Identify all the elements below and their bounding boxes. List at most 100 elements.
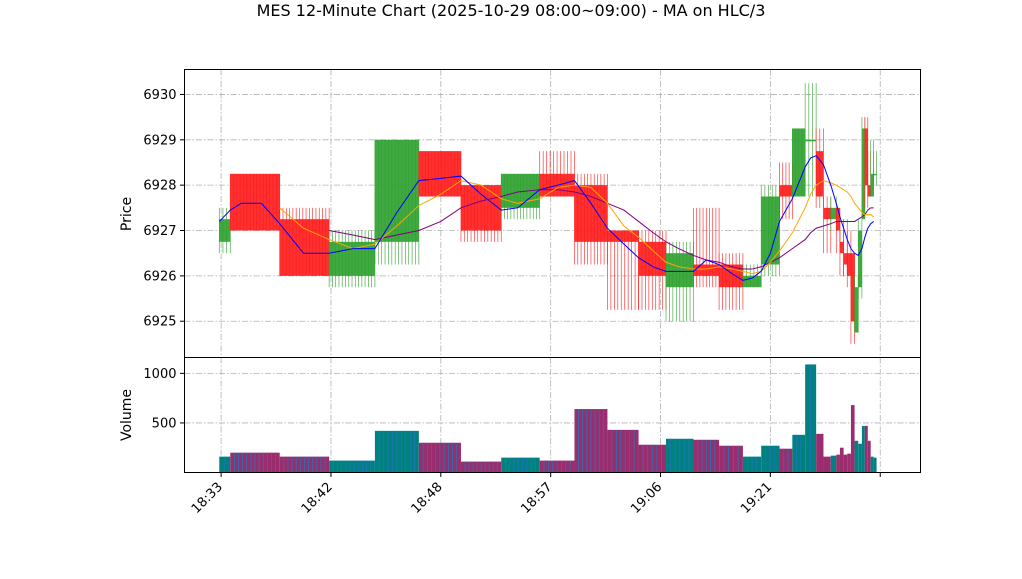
- candle-body: [279, 219, 330, 276]
- volume-bar-fill: [719, 445, 743, 473]
- volume-bar: [858, 443, 862, 473]
- candle-body: [864, 128, 868, 186]
- candle-body: [666, 253, 694, 288]
- volume-bar: [847, 453, 851, 473]
- candle-body: [847, 253, 851, 276]
- candle: [854, 275, 859, 333]
- candle-body: [761, 196, 780, 265]
- volume-bar-fill: [501, 457, 540, 473]
- volume-panel: 500 1000 Volume: [119, 357, 921, 473]
- candle-body: [861, 128, 865, 220]
- volume-bar: [501, 457, 540, 473]
- volume-bar: [839, 447, 844, 473]
- volume-bar-fill: [867, 440, 871, 473]
- x-tick-label: 18:48: [409, 480, 446, 517]
- candle: [693, 207, 720, 288]
- volume-bar: [854, 440, 859, 473]
- x-tick-label: 19:06: [628, 480, 665, 517]
- volume-bar-fill: [792, 434, 806, 473]
- candle-body: [805, 139, 817, 142]
- candle: [867, 151, 872, 197]
- volume-bar: [418, 442, 461, 473]
- volume-bar: [823, 456, 831, 473]
- price-tick-label: 6928: [143, 179, 176, 194]
- price-tick-label: 6929: [143, 133, 176, 148]
- price-yticks: 6925 6926 6927 6928 6929 6930: [143, 88, 185, 330]
- candle: [607, 230, 639, 310]
- price-frame: [184, 69, 921, 358]
- price-tick-label: 6925: [143, 315, 176, 330]
- x-tick-label: 19:21: [738, 480, 775, 517]
- candle-body: [418, 151, 461, 197]
- candle-body: [792, 128, 806, 197]
- volume-tick-label: 500: [152, 416, 177, 431]
- candle-body: [693, 264, 720, 276]
- volume-bar: [870, 456, 874, 473]
- candle-body: [460, 185, 502, 231]
- candle: [857, 219, 863, 299]
- candle: [864, 117, 869, 208]
- candle: [861, 117, 866, 220]
- volume-bar: [607, 429, 639, 473]
- candle: [665, 241, 694, 322]
- candle-body: [607, 230, 639, 242]
- volume-bar: [836, 454, 840, 473]
- volume-yticks: 500 1000: [143, 367, 185, 431]
- volume-bar: [792, 434, 806, 473]
- candle-body: [830, 207, 837, 220]
- candle-body: [850, 253, 855, 322]
- volume-bar-fill: [839, 447, 844, 473]
- candle-body: [219, 219, 231, 242]
- volume-frame: [184, 357, 921, 473]
- x-tick-label: 18:33: [189, 480, 226, 517]
- volume-bar: [638, 444, 667, 473]
- volume-bar: [219, 456, 231, 473]
- volume-bar: [805, 364, 817, 473]
- candle-body: [867, 185, 871, 197]
- candle: [718, 253, 744, 310]
- price-grid: [184, 69, 921, 358]
- volume-bar-fill: [864, 425, 868, 473]
- candle-body: [574, 185, 608, 242]
- candle-body: [742, 275, 762, 288]
- volume-bar: [574, 409, 608, 473]
- volume-bar-fill: [779, 448, 793, 473]
- candle: [850, 253, 855, 344]
- x-axis-ticks: 18:33 18:42 18:48 18:57 19:06 19:21: [189, 472, 881, 517]
- candle-body: [823, 207, 831, 220]
- candle-body: [873, 173, 877, 176]
- volume-bar: [693, 439, 720, 473]
- volume-bar-fill: [854, 440, 859, 473]
- ma-fast-line: [218, 155, 874, 281]
- volume-bar-fill: [847, 453, 851, 473]
- volume-bar: [867, 440, 871, 473]
- volume-bar: [230, 452, 280, 473]
- volume-bar: [843, 454, 848, 473]
- volume-bar-fill: [329, 460, 375, 473]
- volume-bar-fill: [823, 456, 831, 473]
- candle: [279, 207, 330, 276]
- candle: [815, 128, 824, 208]
- volume-bar: [666, 438, 694, 473]
- candle-body: [854, 287, 859, 333]
- candle: [328, 230, 376, 288]
- volume-bar: [864, 425, 868, 473]
- price-tick-label: 6926: [143, 269, 176, 284]
- price-candles: [218, 83, 877, 344]
- volume-bar-fill: [870, 456, 874, 473]
- candle-body: [230, 173, 280, 231]
- volume-bar: [279, 456, 330, 473]
- volume-bar-fill: [836, 454, 840, 473]
- candle: [374, 139, 420, 265]
- candle: [873, 151, 877, 186]
- volume-bar-fill: [816, 433, 824, 473]
- candle-body: [329, 241, 375, 276]
- candle: [229, 173, 281, 231]
- volume-tick-label: 1000: [143, 367, 176, 382]
- candle-body: [816, 151, 824, 197]
- volume-bar-fill: [873, 457, 877, 473]
- ma-mid-line: [279, 180, 874, 275]
- volume-bar: [742, 456, 762, 473]
- candle: [500, 173, 541, 220]
